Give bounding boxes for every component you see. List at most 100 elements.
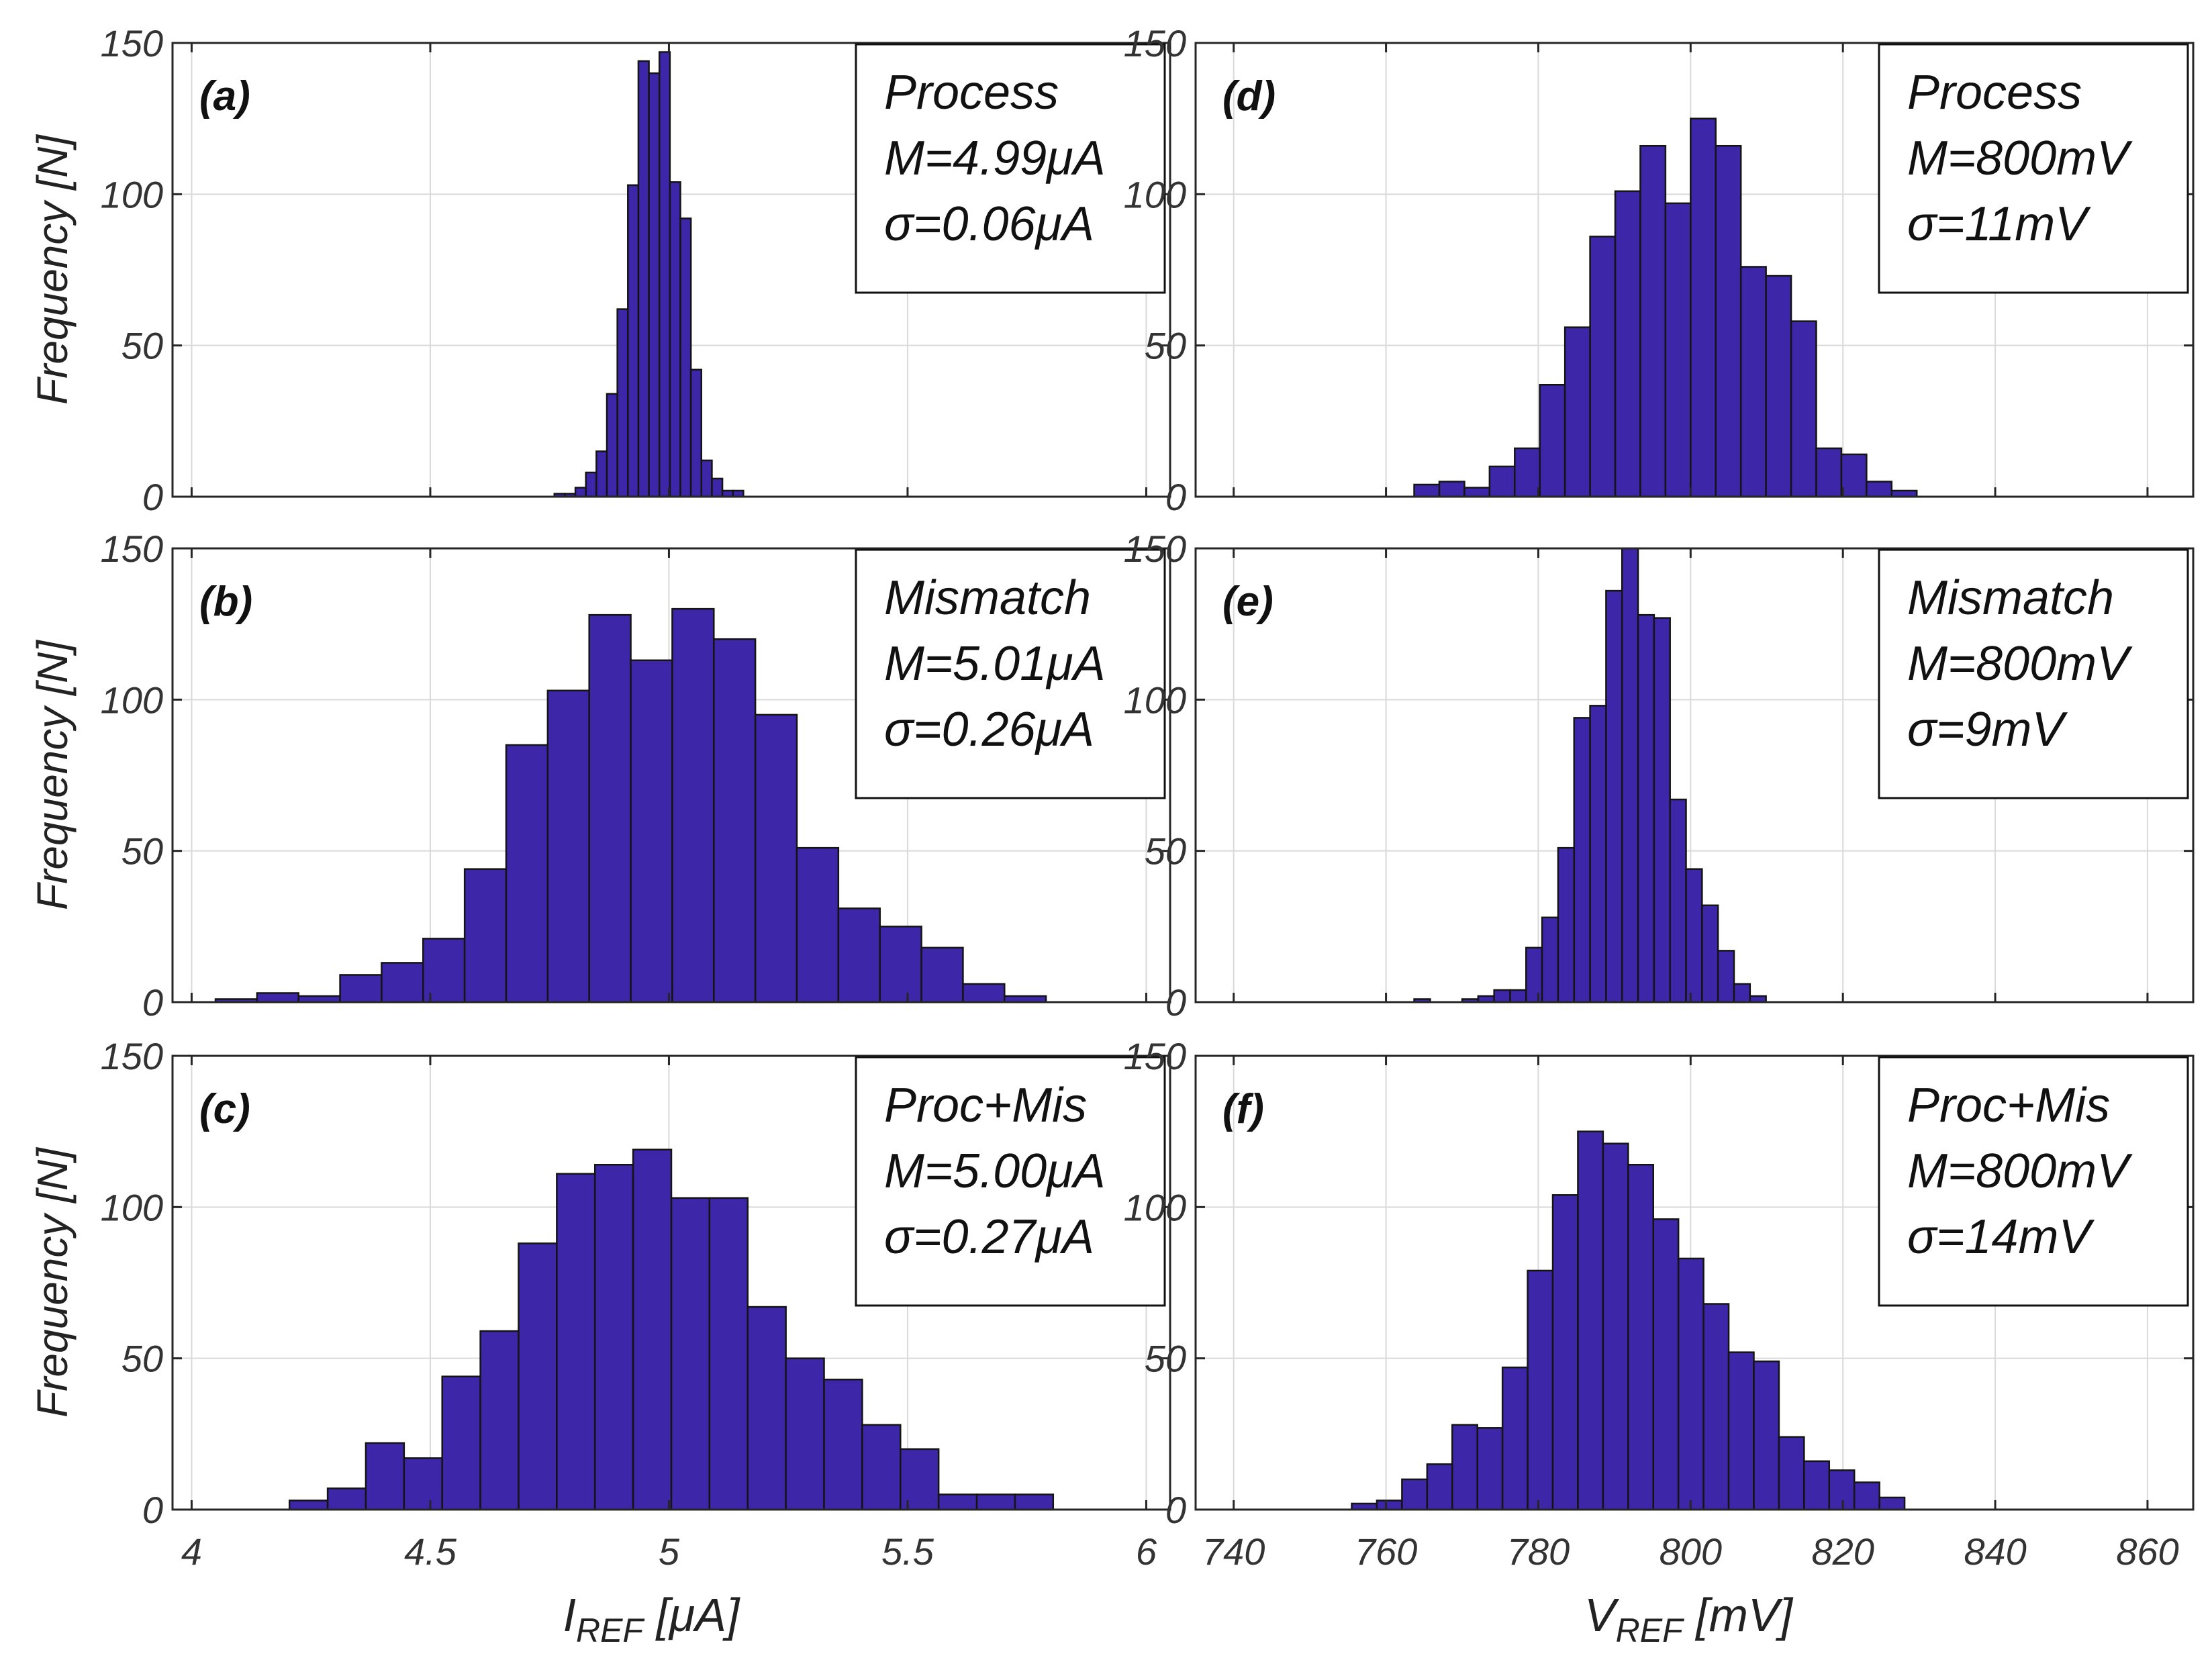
histogram-bar bbox=[1525, 946, 1543, 1003]
histogram-bar bbox=[1815, 447, 1843, 498]
axes-frame bbox=[171, 1054, 1171, 1511]
y-tick-label: 50 bbox=[122, 325, 163, 367]
histogram-bar bbox=[479, 1330, 520, 1511]
histogram-bar bbox=[616, 308, 629, 498]
y-tick-label: 150 bbox=[101, 1035, 163, 1077]
axes-frame bbox=[171, 42, 1171, 498]
histogram-bar bbox=[1514, 447, 1541, 498]
panel-label: (a) bbox=[199, 73, 250, 119]
x-tick-label: 800 bbox=[1660, 1530, 1722, 1573]
histogram-bar bbox=[595, 450, 608, 498]
histogram-bar bbox=[1501, 1366, 1529, 1511]
stats-legend-box bbox=[1878, 548, 2189, 799]
histogram-bar bbox=[1727, 1351, 1755, 1511]
y-tick-label: 0 bbox=[1165, 1489, 1186, 1531]
panel-e: 0 50 100 150 (e) Mismatch M=800mV σ=9mV bbox=[1124, 528, 2195, 1024]
panel-label: (f) bbox=[1222, 1086, 1264, 1132]
panel-label: (c) bbox=[199, 1086, 250, 1132]
histogram-bar bbox=[1637, 613, 1655, 1003]
histogram-bar bbox=[1669, 798, 1687, 1003]
y-tick-label: 0 bbox=[142, 476, 163, 518]
axes-frame bbox=[1194, 42, 2195, 498]
stats-legend-box bbox=[855, 1056, 1166, 1307]
stats-legend-line: Process bbox=[1907, 66, 2082, 119]
histogram-bar bbox=[689, 369, 703, 498]
histogram-bar bbox=[920, 946, 964, 1003]
histogram-bar bbox=[754, 714, 798, 1003]
histogram-bar bbox=[518, 1242, 558, 1511]
histogram-bar bbox=[711, 477, 724, 498]
histogram-bar bbox=[1639, 144, 1667, 498]
histogram-bar bbox=[1790, 320, 1817, 498]
stats-legend-line: M=800mV bbox=[1907, 637, 2133, 691]
histogram-bar bbox=[1493, 989, 1511, 1003]
histogram-bar bbox=[1733, 983, 1751, 1003]
histogram-bar bbox=[1715, 144, 1742, 498]
histogram-bar bbox=[1685, 868, 1703, 1003]
stats-legend-line: σ=0.26μA bbox=[884, 703, 1094, 756]
y-axis-label-c: Frequency [N] bbox=[28, 1147, 77, 1418]
histogram-bar bbox=[1878, 1496, 1906, 1511]
histogram-bar bbox=[796, 846, 840, 1003]
y-tick-label: 50 bbox=[122, 1338, 163, 1380]
histogram-bar bbox=[1539, 384, 1566, 498]
histogram-bar bbox=[1509, 989, 1527, 1003]
stats-legend-box bbox=[1878, 1056, 2189, 1307]
histogram-bar bbox=[747, 1306, 787, 1511]
x-tick-label: 740 bbox=[1202, 1530, 1265, 1573]
stats-legend-box bbox=[855, 43, 1166, 294]
histogram-bar bbox=[708, 1197, 749, 1511]
x-tick-label: 840 bbox=[1964, 1530, 2026, 1573]
stats-legend-box bbox=[1878, 43, 2189, 294]
panel-c: 0 50 100 150 4 4.5 5 5.5 6 (c) Proc+Mis M=5.00μA σ=0… bbox=[101, 1035, 1171, 1573]
histogram-bar bbox=[1828, 1469, 1856, 1511]
stats-legend-line: M=4.99μA bbox=[884, 132, 1106, 185]
histogram-bar bbox=[713, 638, 757, 1003]
histogram-bar bbox=[1551, 1194, 1579, 1511]
y-axis-label-b: Frequency [N] bbox=[28, 640, 77, 910]
x-tick-label: 5.5 bbox=[881, 1530, 934, 1573]
histogram-bar bbox=[505, 744, 549, 1003]
histogram-bar bbox=[556, 1173, 596, 1511]
histogram-bar bbox=[1426, 1463, 1453, 1511]
y-tick-label: 0 bbox=[1165, 476, 1186, 518]
histogram-bar bbox=[1589, 705, 1607, 1003]
y-tick-label: 100 bbox=[1124, 173, 1186, 215]
stats-legend-line: M=800mV bbox=[1907, 132, 2133, 185]
histogram-bar bbox=[679, 217, 692, 498]
stats-legend-line: σ=11mV bbox=[1907, 197, 2091, 251]
histogram-bar bbox=[339, 974, 383, 1003]
histogram-bar bbox=[422, 938, 466, 1003]
histogram-bar bbox=[1653, 617, 1671, 1003]
y-tick-label: 100 bbox=[101, 173, 163, 215]
histogram-bar bbox=[1753, 1360, 1780, 1511]
x-tick-label: 860 bbox=[2116, 1530, 2178, 1573]
axes-frame bbox=[1194, 547, 2195, 1003]
y-tick-label: 0 bbox=[142, 981, 163, 1024]
stats-legend-line: σ=9mV bbox=[1907, 703, 2068, 756]
stats-legend-line: Mismatch bbox=[1907, 571, 2114, 625]
histogram-bar bbox=[1589, 236, 1617, 498]
histogram-bar bbox=[1652, 1218, 1680, 1511]
y-tick-label: 150 bbox=[1124, 528, 1186, 570]
stats-legend-line: M=5.00μA bbox=[884, 1144, 1106, 1198]
y-tick-label: 0 bbox=[142, 1489, 163, 1531]
histogram-bar bbox=[837, 907, 881, 1003]
histogram-bar bbox=[1778, 1436, 1805, 1511]
y-tick-label: 150 bbox=[1124, 22, 1186, 64]
y-tick-label: 0 bbox=[1165, 981, 1186, 1024]
histogram-bar bbox=[937, 1493, 978, 1511]
panel-b: 0 50 100 150 (b) Mismatch M=5.01μA σ=0.26μA bbox=[101, 528, 1171, 1024]
axes-frame bbox=[171, 547, 1171, 1003]
histogram-bar bbox=[463, 868, 508, 1003]
histogram-bar bbox=[658, 51, 671, 498]
x-tick-label: 4 bbox=[181, 1530, 202, 1573]
histogram-bar bbox=[879, 926, 922, 1003]
histogram-bar bbox=[1376, 1500, 1403, 1511]
histogram-bar bbox=[1527, 1269, 1554, 1511]
histogram-bar bbox=[1717, 950, 1735, 1003]
histogram-bar bbox=[1476, 1427, 1504, 1511]
x-axis-label-left: IREF [μA] bbox=[563, 1589, 740, 1649]
histogram-bar bbox=[632, 1148, 673, 1511]
histogram-bar bbox=[861, 1424, 902, 1511]
